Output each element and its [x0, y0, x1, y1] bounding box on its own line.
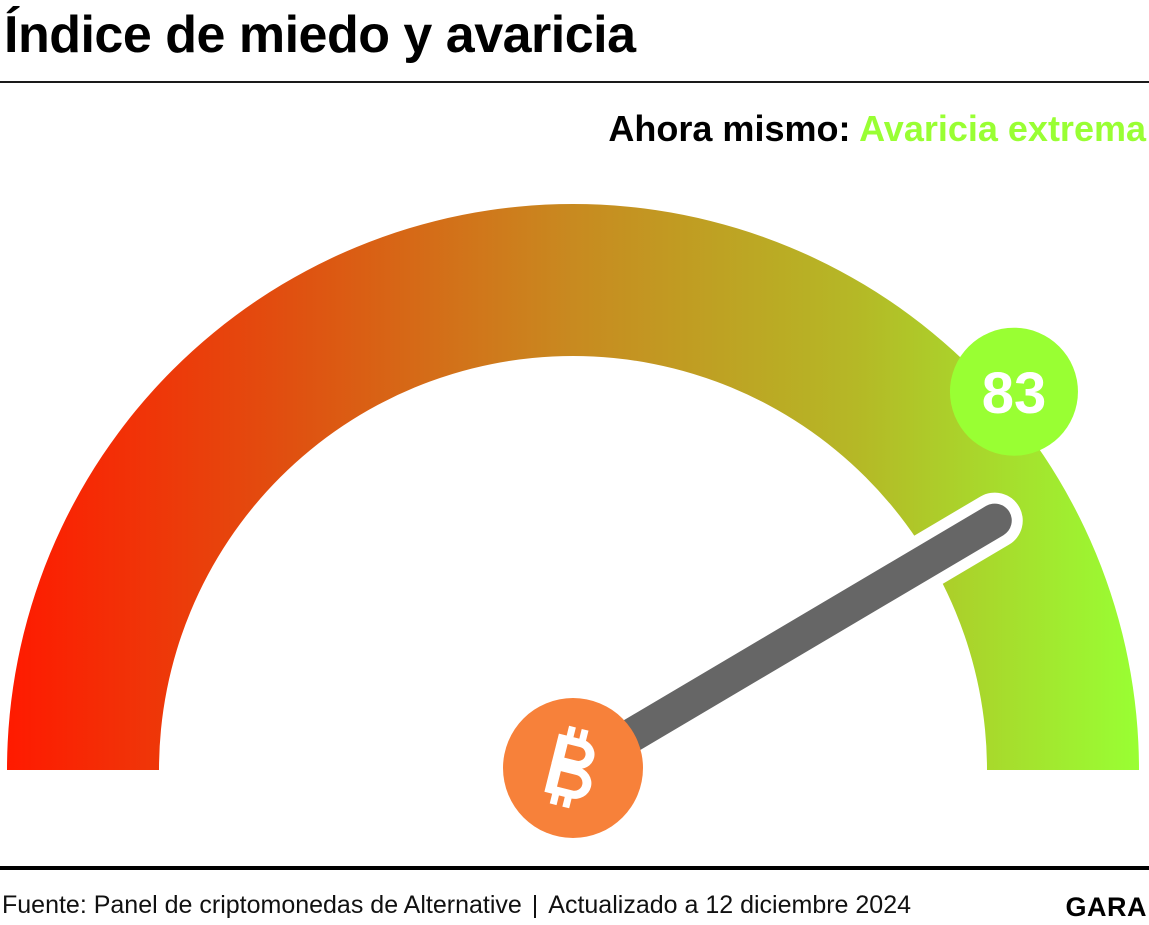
current-status: Ahora mismo: Avaricia extrema	[608, 106, 1146, 152]
footer-divider	[0, 866, 1149, 870]
title-divider	[0, 81, 1149, 83]
footer-text: Fuente: Panel de criptomonedas de Altern…	[2, 888, 911, 922]
gauge-needle	[545, 492, 1023, 798]
value-badge-label: 83	[982, 361, 1047, 426]
chart-title: Índice de miedo y avaricia	[4, 6, 636, 64]
value-badge: 83	[949, 327, 1078, 456]
gauge-arc	[7, 204, 1139, 770]
value-badge-circle	[949, 327, 1078, 456]
source-text: Fuente: Panel de criptomonedas de Altern…	[2, 891, 522, 919]
bitcoin-icon	[544, 725, 595, 809]
status-value: Avaricia extrema	[859, 108, 1146, 149]
updated-text: Actualizado a 12 diciembre 2024	[548, 891, 912, 919]
hub	[503, 698, 643, 838]
status-label: Ahora mismo:	[608, 108, 851, 149]
footer-separator: |	[531, 891, 539, 919]
needle-bar	[556, 503, 1012, 787]
brand-logo: GARA	[1065, 892, 1147, 922]
